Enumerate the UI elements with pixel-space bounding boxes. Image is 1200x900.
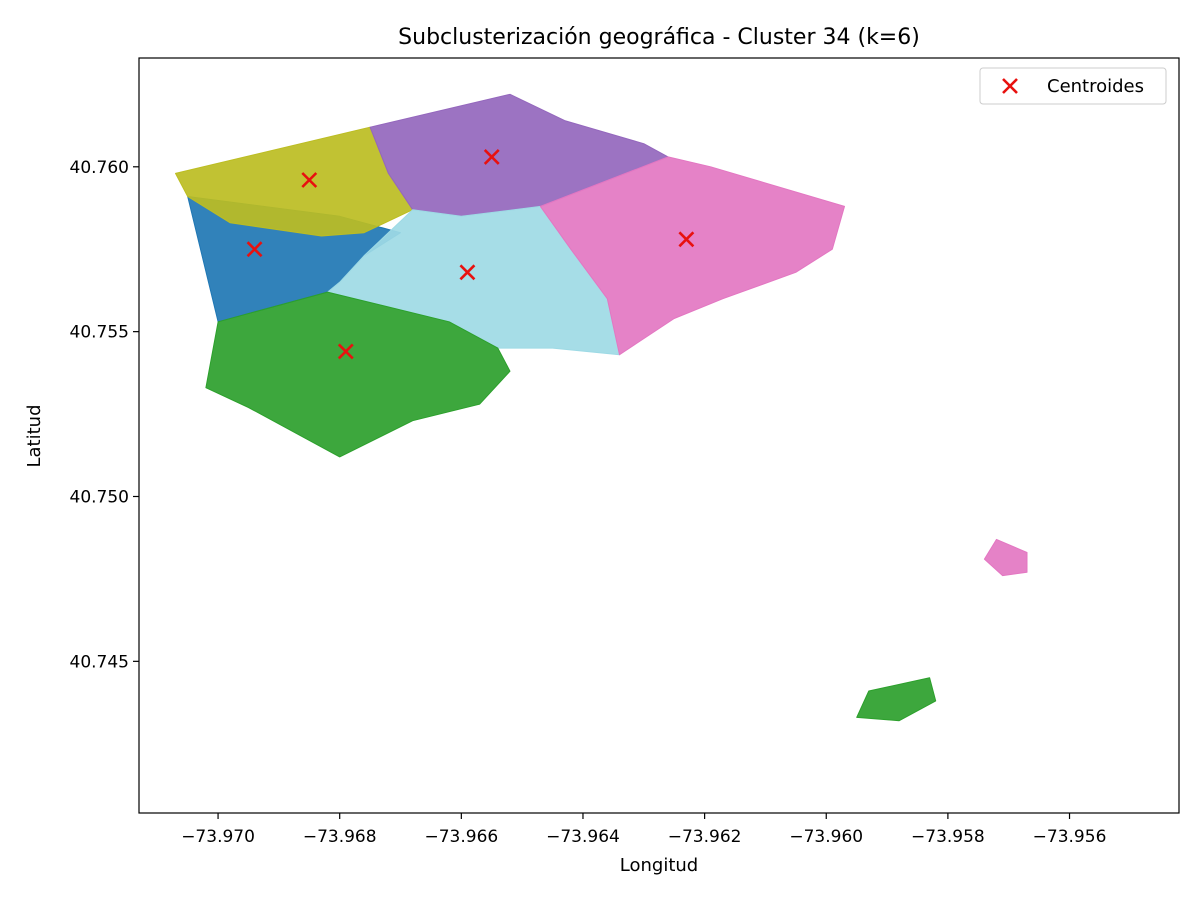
- plot-frame: [138, 57, 1180, 814]
- series-4-region-1: [983, 538, 1028, 577]
- x-tick-label: −73.964: [546, 827, 620, 847]
- y-axis: 40.745 40.750 40.755 40.760: [70, 158, 139, 672]
- x-axis-label: Longitud: [620, 855, 698, 876]
- series-5-region-0: [205, 291, 511, 458]
- legend: Centroides: [979, 67, 1167, 105]
- y-tick-label: 40.750: [70, 487, 129, 507]
- legend-label-centroides: Centroides: [1047, 76, 1144, 97]
- series-5: [205, 291, 937, 722]
- y-tick-label: 40.745: [70, 652, 129, 672]
- x-tick-label: −73.968: [303, 827, 377, 847]
- x-axis: −73.970 −73.968 −73.966 −73.964 −73.962 −73.9…: [181, 813, 1106, 847]
- x-tick-label: −73.960: [789, 827, 863, 847]
- x-tick-label: −73.966: [424, 827, 498, 847]
- plot-area: [175, 93, 1028, 722]
- centroid-marker-5: [337, 343, 354, 360]
- chart-title: Subclusterización geográfica - Cluster 3…: [398, 25, 920, 50]
- centroid-marker-3: [459, 264, 476, 281]
- centroid-marker-2: [483, 148, 500, 165]
- x-tick-label: −73.956: [1033, 827, 1107, 847]
- centroid-marker-4: [678, 231, 695, 248]
- series-5-region-1: [856, 677, 937, 722]
- x-tick-label: −73.962: [668, 827, 742, 847]
- series-4-region-0: [539, 156, 845, 356]
- centroid-markers: [246, 148, 695, 360]
- y-tick-label: 40.760: [70, 158, 129, 178]
- series-4: [539, 156, 1028, 577]
- legend-box: [979, 67, 1167, 105]
- centroid-marker-1: [301, 172, 318, 188]
- y-axis-label: Latitud: [24, 404, 45, 467]
- x-tick-label: −73.958: [911, 827, 985, 847]
- y-tick-label: 40.755: [70, 323, 129, 343]
- legend-centroid-x-icon: [1002, 78, 1018, 94]
- centroid-marker-0: [246, 241, 263, 258]
- x-tick-label: −73.970: [181, 827, 255, 847]
